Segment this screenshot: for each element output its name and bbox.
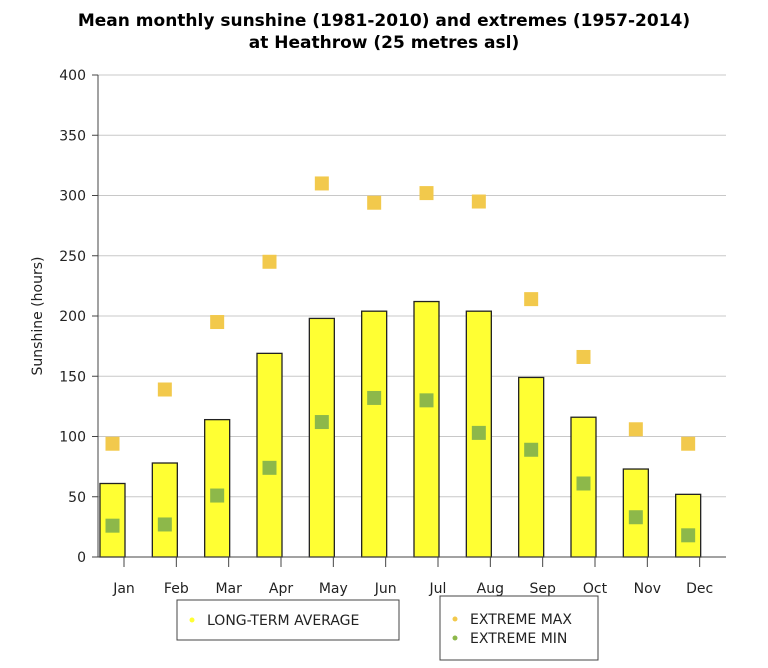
- bar-sep: [518, 376, 545, 558]
- title-line: Mean monthly sunshine (1981-2010) and ex…: [77, 11, 691, 31]
- bar-jun: [361, 310, 388, 558]
- max-marker-nov: [628, 422, 643, 437]
- min-marker-nov: [628, 510, 643, 525]
- min-marker-feb: [157, 517, 172, 532]
- x-tick-label: May: [319, 581, 348, 597]
- legend-box-average: [176, 599, 400, 641]
- x-tick-label: Feb: [164, 581, 189, 597]
- y-tick-label: 150: [59, 369, 86, 385]
- legend-marker-min: [452, 635, 458, 641]
- min-marker-sep: [524, 442, 539, 457]
- max-marker-may: [314, 176, 329, 191]
- max-marker-jul: [419, 186, 434, 201]
- max-marker-sep: [524, 292, 539, 307]
- x-tick-label: Jan: [112, 581, 135, 597]
- bar-dec: [675, 493, 702, 558]
- x-tick-label: Sep: [529, 581, 556, 597]
- max-marker-apr: [262, 254, 277, 269]
- y-tick-label: 50: [68, 490, 86, 506]
- x-tick-label: Oct: [583, 581, 608, 597]
- subtitle-line: at Heathrow (25 metres asl): [248, 33, 520, 53]
- y-axis-label: Sunshine (hours): [30, 257, 46, 376]
- y-tick-label: 300: [59, 189, 86, 205]
- max-marker-aug: [471, 194, 486, 209]
- legend-label-min: EXTREME MIN: [470, 631, 567, 647]
- min-marker-dec: [681, 528, 696, 543]
- y-tick-label: 100: [59, 430, 86, 446]
- legend-label-average: LONG-TERM AVERAGE: [207, 613, 359, 629]
- max-marker-feb: [157, 382, 172, 397]
- chart-title: Mean monthly sunshine (1981-2010) and ex…: [0, 10, 768, 54]
- max-marker-jan: [105, 436, 120, 451]
- min-marker-mar: [210, 488, 225, 503]
- x-tick-label: Jul: [429, 581, 447, 597]
- legend-marker-average: [189, 617, 195, 623]
- x-tick-label: Nov: [634, 581, 661, 597]
- min-marker-aug: [471, 425, 486, 440]
- max-marker-oct: [576, 349, 591, 364]
- y-tick-label: 350: [59, 128, 86, 144]
- max-marker-dec: [681, 436, 696, 451]
- legend-box-extremes: [439, 595, 599, 661]
- x-tick-label: Apr: [269, 581, 293, 597]
- bar-feb: [151, 462, 178, 558]
- min-marker-jun: [367, 390, 382, 405]
- x-tick-label: Aug: [477, 581, 504, 597]
- min-marker-may: [314, 415, 329, 430]
- legend-label-max: EXTREME MAX: [470, 612, 572, 628]
- bar-apr: [256, 352, 283, 558]
- min-marker-apr: [262, 460, 277, 475]
- x-tick-label: Jun: [374, 581, 397, 597]
- x-tick-label: Mar: [215, 581, 242, 597]
- min-marker-jul: [419, 393, 434, 408]
- y-tick-label: 200: [59, 309, 86, 325]
- bar-may: [308, 317, 335, 558]
- y-tick-label: 250: [59, 249, 86, 265]
- bar-mar: [204, 418, 231, 558]
- min-marker-jan: [105, 518, 120, 533]
- bar-jul: [413, 300, 440, 558]
- max-marker-mar: [210, 315, 225, 330]
- y-tick-label: 400: [59, 68, 86, 84]
- max-marker-jun: [367, 195, 382, 210]
- legend-marker-max: [452, 616, 458, 622]
- y-tick-label: 0: [77, 550, 86, 566]
- min-marker-oct: [576, 476, 591, 491]
- x-tick-label: Dec: [686, 581, 713, 597]
